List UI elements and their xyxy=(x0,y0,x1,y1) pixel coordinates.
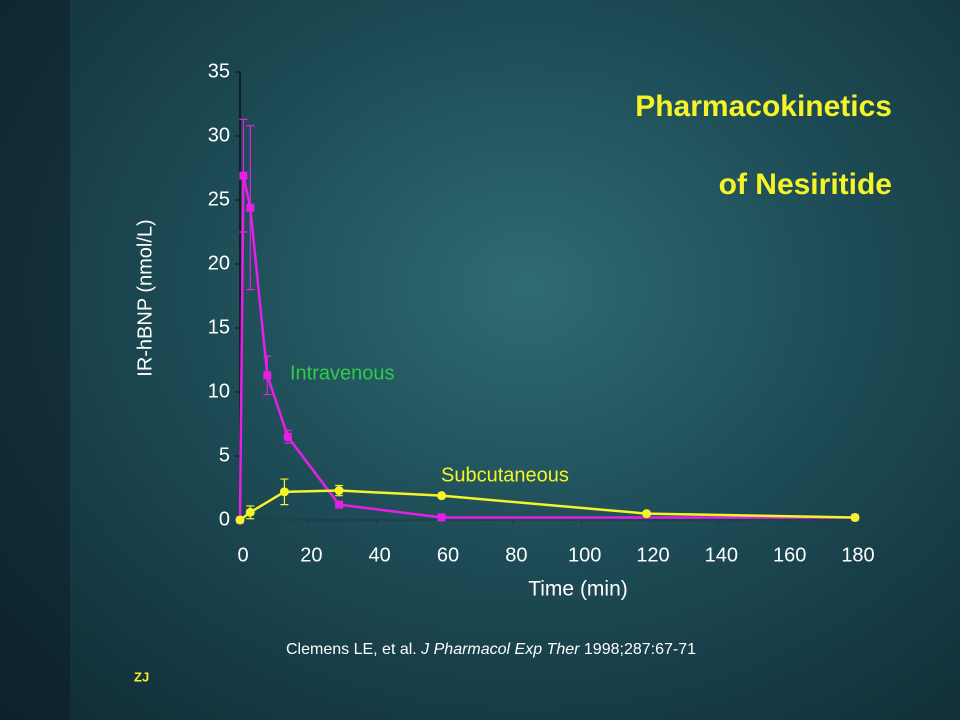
series-label: Intravenous xyxy=(290,362,395,384)
x-tick-label: 140 xyxy=(705,544,738,566)
citation: Clemens LE, et al. J Pharmacol Exp Ther … xyxy=(286,641,696,658)
y-axis-label: IR-hBNP (nmol/L) xyxy=(134,219,156,376)
data-point xyxy=(850,512,860,522)
data-point xyxy=(235,515,245,525)
x-tick-label: 0 xyxy=(237,544,248,566)
side-band xyxy=(0,0,70,720)
citation-text: Clemens LE, et al. xyxy=(286,641,421,658)
x-tick-label: 20 xyxy=(300,544,322,566)
data-point xyxy=(239,171,248,180)
x-tick-label: 160 xyxy=(773,544,806,566)
data-point xyxy=(642,509,652,519)
y-tick-label: 15 xyxy=(208,316,230,338)
data-point xyxy=(437,491,447,501)
data-point xyxy=(246,203,255,212)
data-point xyxy=(245,507,255,517)
y-tick-label: 25 xyxy=(208,188,230,210)
series-label: Subcutaneous xyxy=(441,464,569,486)
footer: ZJ xyxy=(134,669,149,684)
data-point xyxy=(263,371,272,380)
x-tick-label: 80 xyxy=(505,544,527,566)
data-point xyxy=(335,500,344,509)
series-line xyxy=(238,175,855,521)
chart-title: Pharmacokinetics xyxy=(635,90,892,123)
y-tick-label: 10 xyxy=(208,380,230,402)
y-tick-label: 5 xyxy=(219,444,230,466)
data-point xyxy=(279,487,289,497)
chart-title: of Nesiritide xyxy=(719,168,892,201)
y-tick-label: 0 xyxy=(219,508,230,530)
x-tick-label: 100 xyxy=(568,544,601,566)
citation-journal: J Pharmacol Exp Ther xyxy=(420,641,580,658)
x-tick-label: 40 xyxy=(369,544,391,566)
x-tick-label: 180 xyxy=(841,544,874,566)
y-tick-label: 30 xyxy=(208,124,230,146)
x-tick-label: 120 xyxy=(636,544,669,566)
y-tick-label: 35 xyxy=(208,60,230,82)
x-tick-label: 60 xyxy=(437,544,459,566)
citation-text: 1998;287:67-71 xyxy=(579,641,696,658)
x-axis-label: Time (min) xyxy=(528,578,628,601)
y-tick-label: 20 xyxy=(208,252,230,274)
data-point xyxy=(437,513,446,522)
data-point xyxy=(334,486,344,496)
data-point xyxy=(283,432,292,441)
